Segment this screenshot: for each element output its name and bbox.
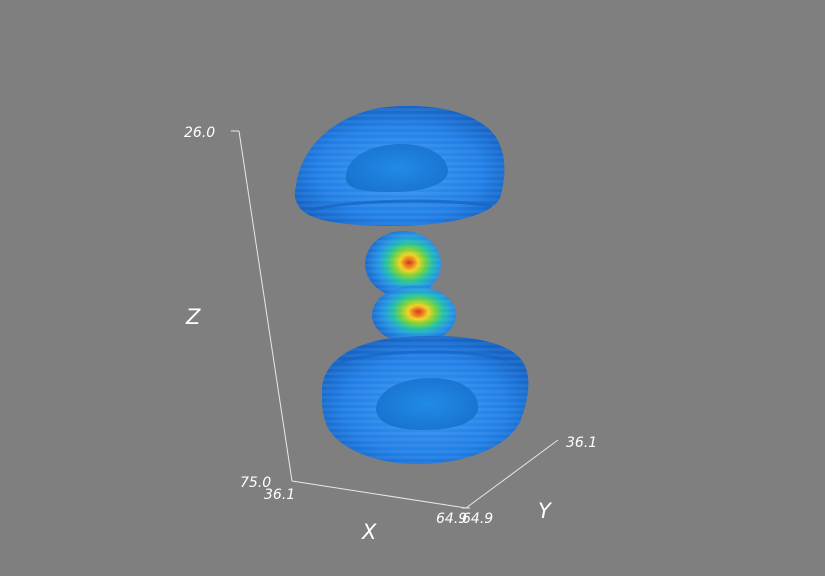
y-axis-min-label: 64.9 [462,511,493,527]
x-axis-max-label: 64.9 [436,511,467,527]
z-axis-min-label: 75.0 [240,475,271,491]
z-axis-line [238,130,293,482]
lower-lobe [321,335,529,465]
x-axis-line [291,480,467,509]
axis-lines [231,130,559,509]
z-axis-max-label: 26.0 [184,125,215,141]
y-axis-line [465,439,559,509]
z-axis-title: Z [185,305,201,329]
x-axis-min-label: 36.1 [264,487,295,503]
upper-lobe [294,105,505,226]
y-axis-title: Y [538,499,553,523]
x-axis-title: X [361,520,377,544]
y-axis-max-label: 36.1 [566,435,597,451]
